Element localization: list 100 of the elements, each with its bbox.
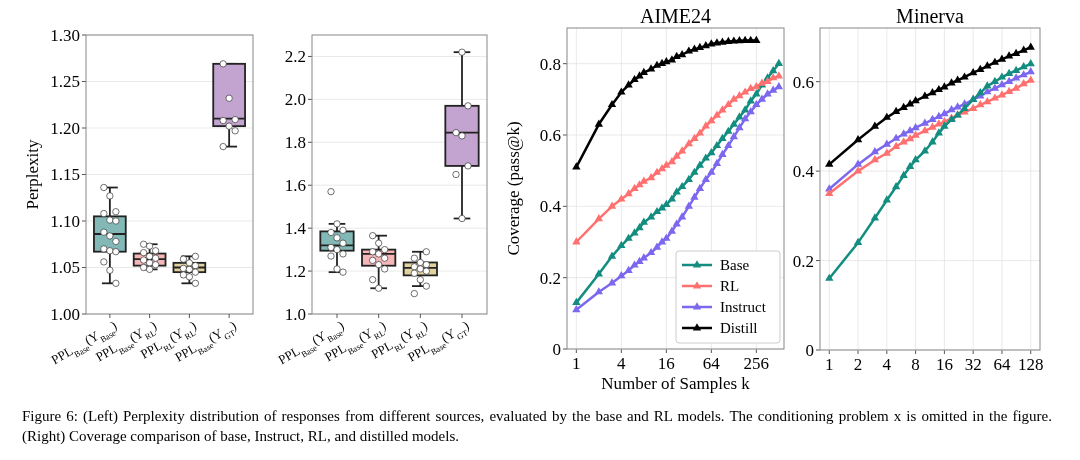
y-axis-title: Coverage (pass@k) [504, 121, 523, 256]
point [667, 194, 677, 202]
point [1004, 51, 1014, 59]
point [899, 170, 908, 178]
point [928, 122, 937, 130]
y-tick-label: 0 [805, 340, 814, 360]
point [774, 58, 784, 67]
point [672, 51, 681, 59]
point [672, 151, 681, 159]
point [718, 133, 727, 141]
point [934, 119, 944, 127]
point [617, 271, 626, 279]
point [960, 103, 969, 111]
point [1026, 42, 1035, 50]
point [969, 103, 978, 111]
point [677, 181, 687, 190]
x-tick-label: 128 [1017, 355, 1044, 374]
point [635, 222, 644, 231]
point [746, 107, 755, 115]
point [718, 149, 727, 158]
point [928, 114, 937, 123]
point [752, 89, 761, 97]
point [624, 233, 633, 241]
chart-title: Minerva [896, 5, 964, 27]
point [712, 158, 722, 166]
y-tick-label: 2.0 [284, 90, 306, 110]
point [652, 206, 662, 215]
point [662, 160, 671, 168]
point [891, 133, 901, 141]
x-tick-label: 64 [993, 355, 1011, 374]
point [997, 72, 1007, 80]
point [769, 65, 778, 74]
point [684, 201, 694, 209]
point [707, 115, 716, 124]
y-tick-label: 0 [552, 339, 561, 359]
x-tick-label: 256 [743, 354, 770, 373]
point [891, 141, 901, 149]
point [729, 119, 739, 127]
x-tick-label: 32 [964, 355, 982, 374]
point [695, 128, 705, 136]
point [911, 122, 920, 131]
point [617, 240, 626, 248]
point [911, 155, 920, 163]
point [990, 76, 1000, 85]
y-axis-title: Perplexity [23, 139, 42, 210]
point [684, 174, 694, 182]
y-tick-label: 1.6 [284, 176, 306, 196]
y-tick-label: 0.4 [539, 197, 562, 217]
y-tick-label: 1.0 [284, 304, 306, 324]
point [701, 153, 710, 161]
point [899, 129, 908, 137]
point [1026, 58, 1035, 67]
point [882, 112, 891, 120]
y-tick-label: 1.05 [50, 258, 80, 278]
legend-label: Instruct [720, 299, 767, 316]
point [690, 192, 699, 200]
y-tick-label: 1.8 [284, 133, 306, 153]
point [729, 94, 739, 102]
point [882, 139, 891, 147]
x-tick-label: 16 [657, 354, 675, 373]
x-tick-label: 1 [825, 355, 834, 374]
point [684, 46, 694, 54]
point [624, 265, 633, 273]
point [735, 90, 744, 99]
point [630, 183, 639, 191]
point [947, 105, 956, 113]
point [969, 67, 978, 76]
point [763, 89, 772, 97]
point [940, 121, 949, 129]
legend-label: Distill [720, 320, 758, 337]
point [662, 233, 671, 241]
point [729, 131, 739, 140]
point [920, 146, 930, 154]
point [617, 87, 626, 95]
point [891, 106, 901, 115]
point [652, 167, 662, 175]
point [940, 109, 949, 117]
point [1026, 75, 1035, 83]
point [882, 148, 891, 156]
point [746, 83, 755, 92]
y-tick-label: 1.20 [50, 118, 80, 138]
point [882, 195, 891, 203]
point [905, 161, 915, 170]
point [905, 99, 915, 107]
point [983, 96, 992, 105]
point [617, 194, 626, 202]
point [911, 96, 920, 104]
point [695, 183, 705, 191]
point [672, 219, 681, 227]
x-tick-label: 64 [702, 354, 721, 373]
point [920, 118, 930, 126]
point [652, 242, 662, 250]
point [953, 102, 962, 110]
point [707, 167, 716, 175]
point [1026, 67, 1035, 75]
point [724, 99, 733, 108]
point [911, 130, 920, 138]
point [769, 85, 778, 93]
point [746, 96, 755, 104]
point [920, 126, 930, 134]
